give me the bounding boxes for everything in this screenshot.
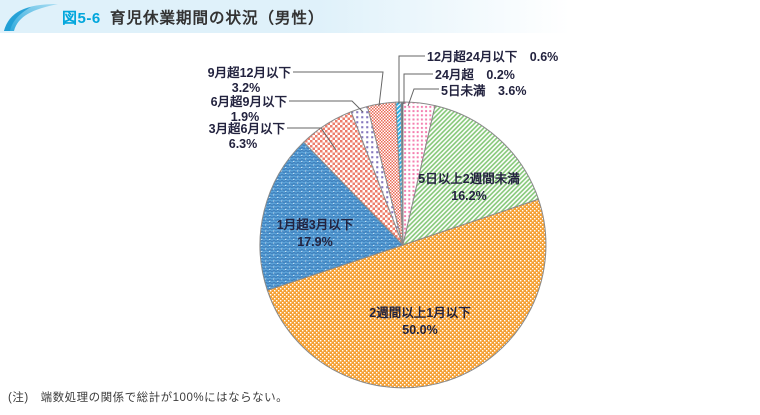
- slice-label: 16.2%: [451, 189, 486, 203]
- slice-label: 6月超9月以下: [211, 94, 288, 109]
- slice-label: 3.2%: [232, 81, 261, 95]
- slice-label: 1月超3月以下: [277, 217, 354, 232]
- slice-label: 1.9%: [231, 110, 260, 124]
- slice-label: 3月超6月以下: [209, 121, 286, 136]
- slice-label: 2週間以上1月以下: [369, 305, 471, 320]
- slice-label: 24月超 0.2%: [435, 67, 515, 82]
- pie-slice-3: [259, 141, 404, 291]
- leader-line: [287, 127, 337, 151]
- figure-number: 図5-6: [62, 10, 101, 27]
- pie-slice-1: [402, 105, 539, 246]
- pie-slice-2: [266, 198, 547, 389]
- leader-line: [289, 100, 364, 113]
- footnote: (注) 端数処理の関係で総計が100%にはならない。: [8, 392, 289, 404]
- slice-label: 50.0%: [402, 323, 437, 337]
- slice-label: 12月超24月以下 0.6%: [427, 49, 558, 64]
- swoosh-icon: [4, 4, 58, 31]
- figure-title: 育児休業期間の状況（男性）: [110, 10, 325, 27]
- leader-line: [407, 88, 439, 107]
- pie-slice-8: [400, 101, 404, 246]
- leader-line: [403, 73, 433, 104]
- leader-line: [293, 71, 384, 107]
- slice-label: 17.9%: [297, 235, 332, 249]
- figure-header-banner: 図5-6 育児休業期間の状況（男性）: [0, 0, 760, 33]
- slice-label: 5日未満 3.6%: [441, 83, 526, 98]
- slice-label: 5日以上2週間未満: [418, 171, 520, 186]
- slice-labels: 5日未満 3.6% 5日以上2週間未満 16.2% 2週間以上1月以下 50.0% 1月超…: [208, 49, 559, 337]
- leader-lines: [287, 55, 439, 151]
- slice-label: 9月超12月以下: [208, 65, 292, 80]
- slice-label: 6.3%: [229, 137, 258, 151]
- leader-line: [398, 55, 425, 104]
- pie-slices: [259, 101, 547, 389]
